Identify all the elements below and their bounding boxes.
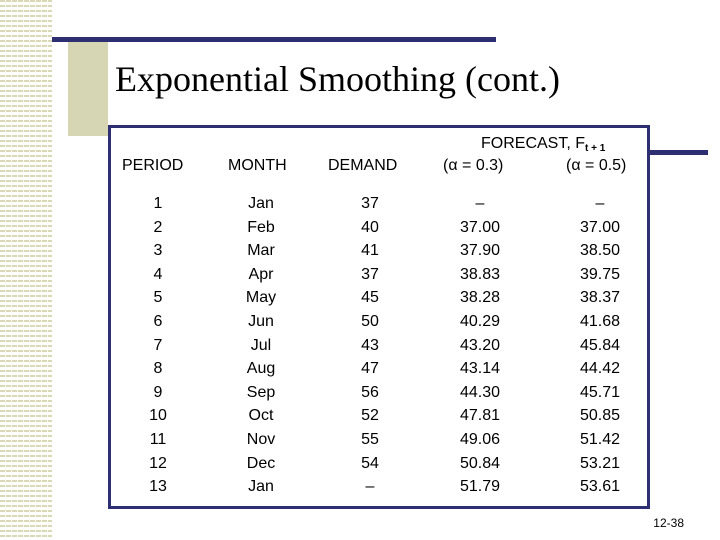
- table-cell: Jun: [248, 312, 274, 330]
- table-cell: Aug: [246, 360, 276, 378]
- table-cell: 41.68: [579, 312, 621, 330]
- header-forecast-label: FORECAST, F: [481, 135, 586, 152]
- table-cell: 40: [361, 218, 379, 236]
- table-cell: Mar: [247, 242, 275, 260]
- table-cell: May: [245, 289, 277, 307]
- header-demand: DEMAND: [328, 157, 398, 174]
- table-cell: 53.21: [579, 454, 621, 472]
- table-cell: 7: [153, 336, 163, 354]
- table-cell: 55: [361, 430, 379, 448]
- table-cell: 41: [361, 242, 379, 260]
- table-cell: 45.84: [579, 336, 621, 354]
- table-cell: 45.71: [579, 383, 621, 401]
- slide-title: Exponential Smoothing (cont.): [115, 59, 560, 99]
- table-cell: 49.06: [459, 430, 501, 448]
- table-cell: Apr: [248, 265, 274, 283]
- table-cell: 37: [361, 265, 379, 283]
- table-cell: Jul: [250, 336, 272, 354]
- table-cell: 9: [153, 383, 163, 401]
- table-cell: 38.37: [579, 289, 621, 307]
- table-cell: 44.42: [579, 360, 621, 378]
- header-forecast-subscript: t + 1: [585, 143, 606, 154]
- table-cell: 8: [153, 360, 163, 378]
- table-cell: 13: [149, 478, 167, 496]
- decorative-stripes-overlay: [0, 0, 52, 540]
- table-cell: Nov: [246, 430, 276, 448]
- header-forecast: FORECAST, Ft + 1: [481, 135, 605, 154]
- table-cell: 6: [153, 312, 163, 330]
- table-cell: 3: [153, 242, 163, 260]
- table-cell: 50.84: [459, 454, 501, 472]
- table-cell: 45: [361, 289, 379, 307]
- table-cell: 53.61: [579, 478, 621, 496]
- table-cell: Jan: [248, 195, 274, 212]
- table-cell: 38.50: [579, 242, 621, 260]
- table-cell: 51.42: [579, 430, 621, 448]
- table-cell: 2: [153, 218, 163, 236]
- table-cell: 54: [361, 454, 379, 472]
- table-cell: –: [475, 195, 485, 212]
- table-cell: Oct: [248, 407, 274, 425]
- table-cell: 10: [149, 407, 167, 425]
- table-cell: Jan: [248, 478, 274, 496]
- table-frame: [108, 125, 650, 509]
- table-cell: 38.83: [459, 265, 501, 283]
- table-cell: 50: [361, 312, 379, 330]
- table-cell: 47: [361, 360, 379, 378]
- header-month: MONTH: [228, 157, 287, 174]
- table-cell: 37.90: [459, 242, 501, 260]
- table-cell: 5: [153, 289, 163, 307]
- table-cell: 12: [149, 454, 167, 472]
- table-cell: 51.79: [459, 478, 501, 496]
- table-cell: 43: [361, 336, 379, 354]
- table-cell: 4: [153, 265, 163, 283]
- table-cell: 50.85: [579, 407, 621, 425]
- table-cell: Sep: [246, 383, 276, 401]
- column-month: Jan Feb Mar Apr May Jun Jul Aug Sep Oct Nov Dec Jan: [236, 192, 286, 499]
- column-forecast-03: – 37.00 37.90 38.83 38.28 40.29 43.20 43.14 44.3…: [452, 192, 508, 499]
- table-cell: 1: [153, 195, 163, 212]
- table-cell: 37: [361, 195, 379, 212]
- table-cell: 47.81: [459, 407, 501, 425]
- table-cell: Feb: [247, 218, 275, 236]
- table-cell: 44.30: [459, 383, 501, 401]
- table-cell: 37.00: [579, 218, 621, 236]
- column-forecast-05: – 37.00 38.50 39.75 38.37 41.68 45.84 44.42 45.7…: [572, 192, 628, 499]
- table-cell: 43.14: [459, 360, 501, 378]
- table-cell: 39.75: [579, 265, 621, 283]
- table-cell: 40.29: [459, 312, 501, 330]
- column-demand: 37 40 41 37 45 50 43 47 56 52 55 54 –: [350, 192, 390, 499]
- title-rule: [52, 37, 496, 42]
- header-alpha-05: (α = 0.5): [566, 157, 627, 174]
- table-cell: 43.20: [459, 336, 501, 354]
- table-cell: 37.00: [459, 218, 501, 236]
- table-cell: 52: [361, 407, 379, 425]
- table-cell: 56: [361, 383, 379, 401]
- table-cell: 11: [149, 430, 167, 448]
- header-period: PERIOD: [122, 157, 184, 174]
- column-period: 1 2 3 4 5 6 7 8 9 10 11 12 13: [138, 192, 178, 499]
- table-cell: –: [595, 195, 605, 212]
- table-cell: 38.28: [459, 289, 501, 307]
- decorative-side-tab: [648, 150, 708, 155]
- table-cell: –: [365, 478, 375, 496]
- table-cell: Dec: [246, 454, 276, 472]
- decorative-title-block: [68, 40, 108, 136]
- header-alpha-03: (α = 0.3): [443, 157, 504, 174]
- slide-number: 12-38: [653, 516, 684, 530]
